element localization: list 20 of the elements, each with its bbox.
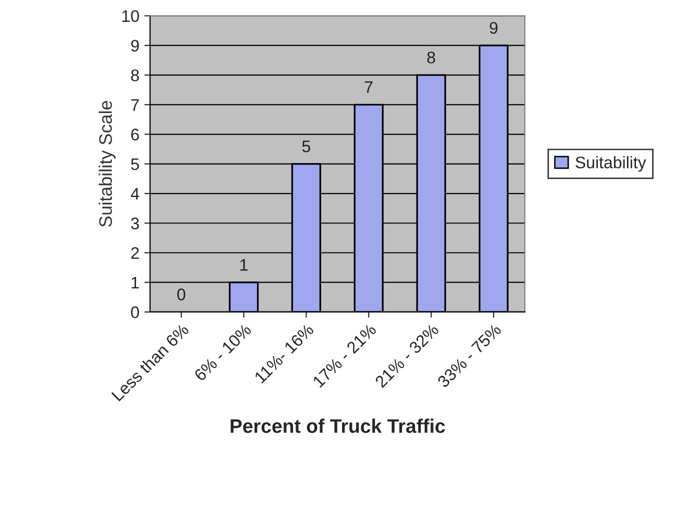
data-label: 9 — [490, 22, 498, 34]
y-tick-label: 1 — [132, 276, 139, 288]
y-tick-label: 9 — [131, 40, 139, 52]
y-tick-label: 10 — [122, 10, 139, 22]
y-tick-label: 7 — [131, 99, 139, 111]
y-tick-label: 8 — [131, 69, 139, 82]
y-tick-label: 0 — [131, 306, 139, 318]
y-tick-label: 5 — [131, 158, 139, 170]
y-tick-label: 6 — [131, 128, 139, 140]
data-label: 8 — [427, 52, 436, 64]
data-label: 1 — [240, 259, 248, 271]
y-tick-label: 4 — [130, 188, 140, 200]
y-tick-label: 3 — [131, 218, 139, 230]
x-axis-title: Percent of Truck Traffic — [230, 418, 445, 433]
y-tick-label: 2 — [131, 247, 139, 259]
data-label: 5 — [302, 140, 310, 152]
data-label: 0 — [177, 288, 186, 300]
y-axis-title: Suitability Scale — [98, 100, 116, 227]
legend-label: Suitability — [576, 156, 646, 172]
data-label: 7 — [364, 81, 372, 93]
